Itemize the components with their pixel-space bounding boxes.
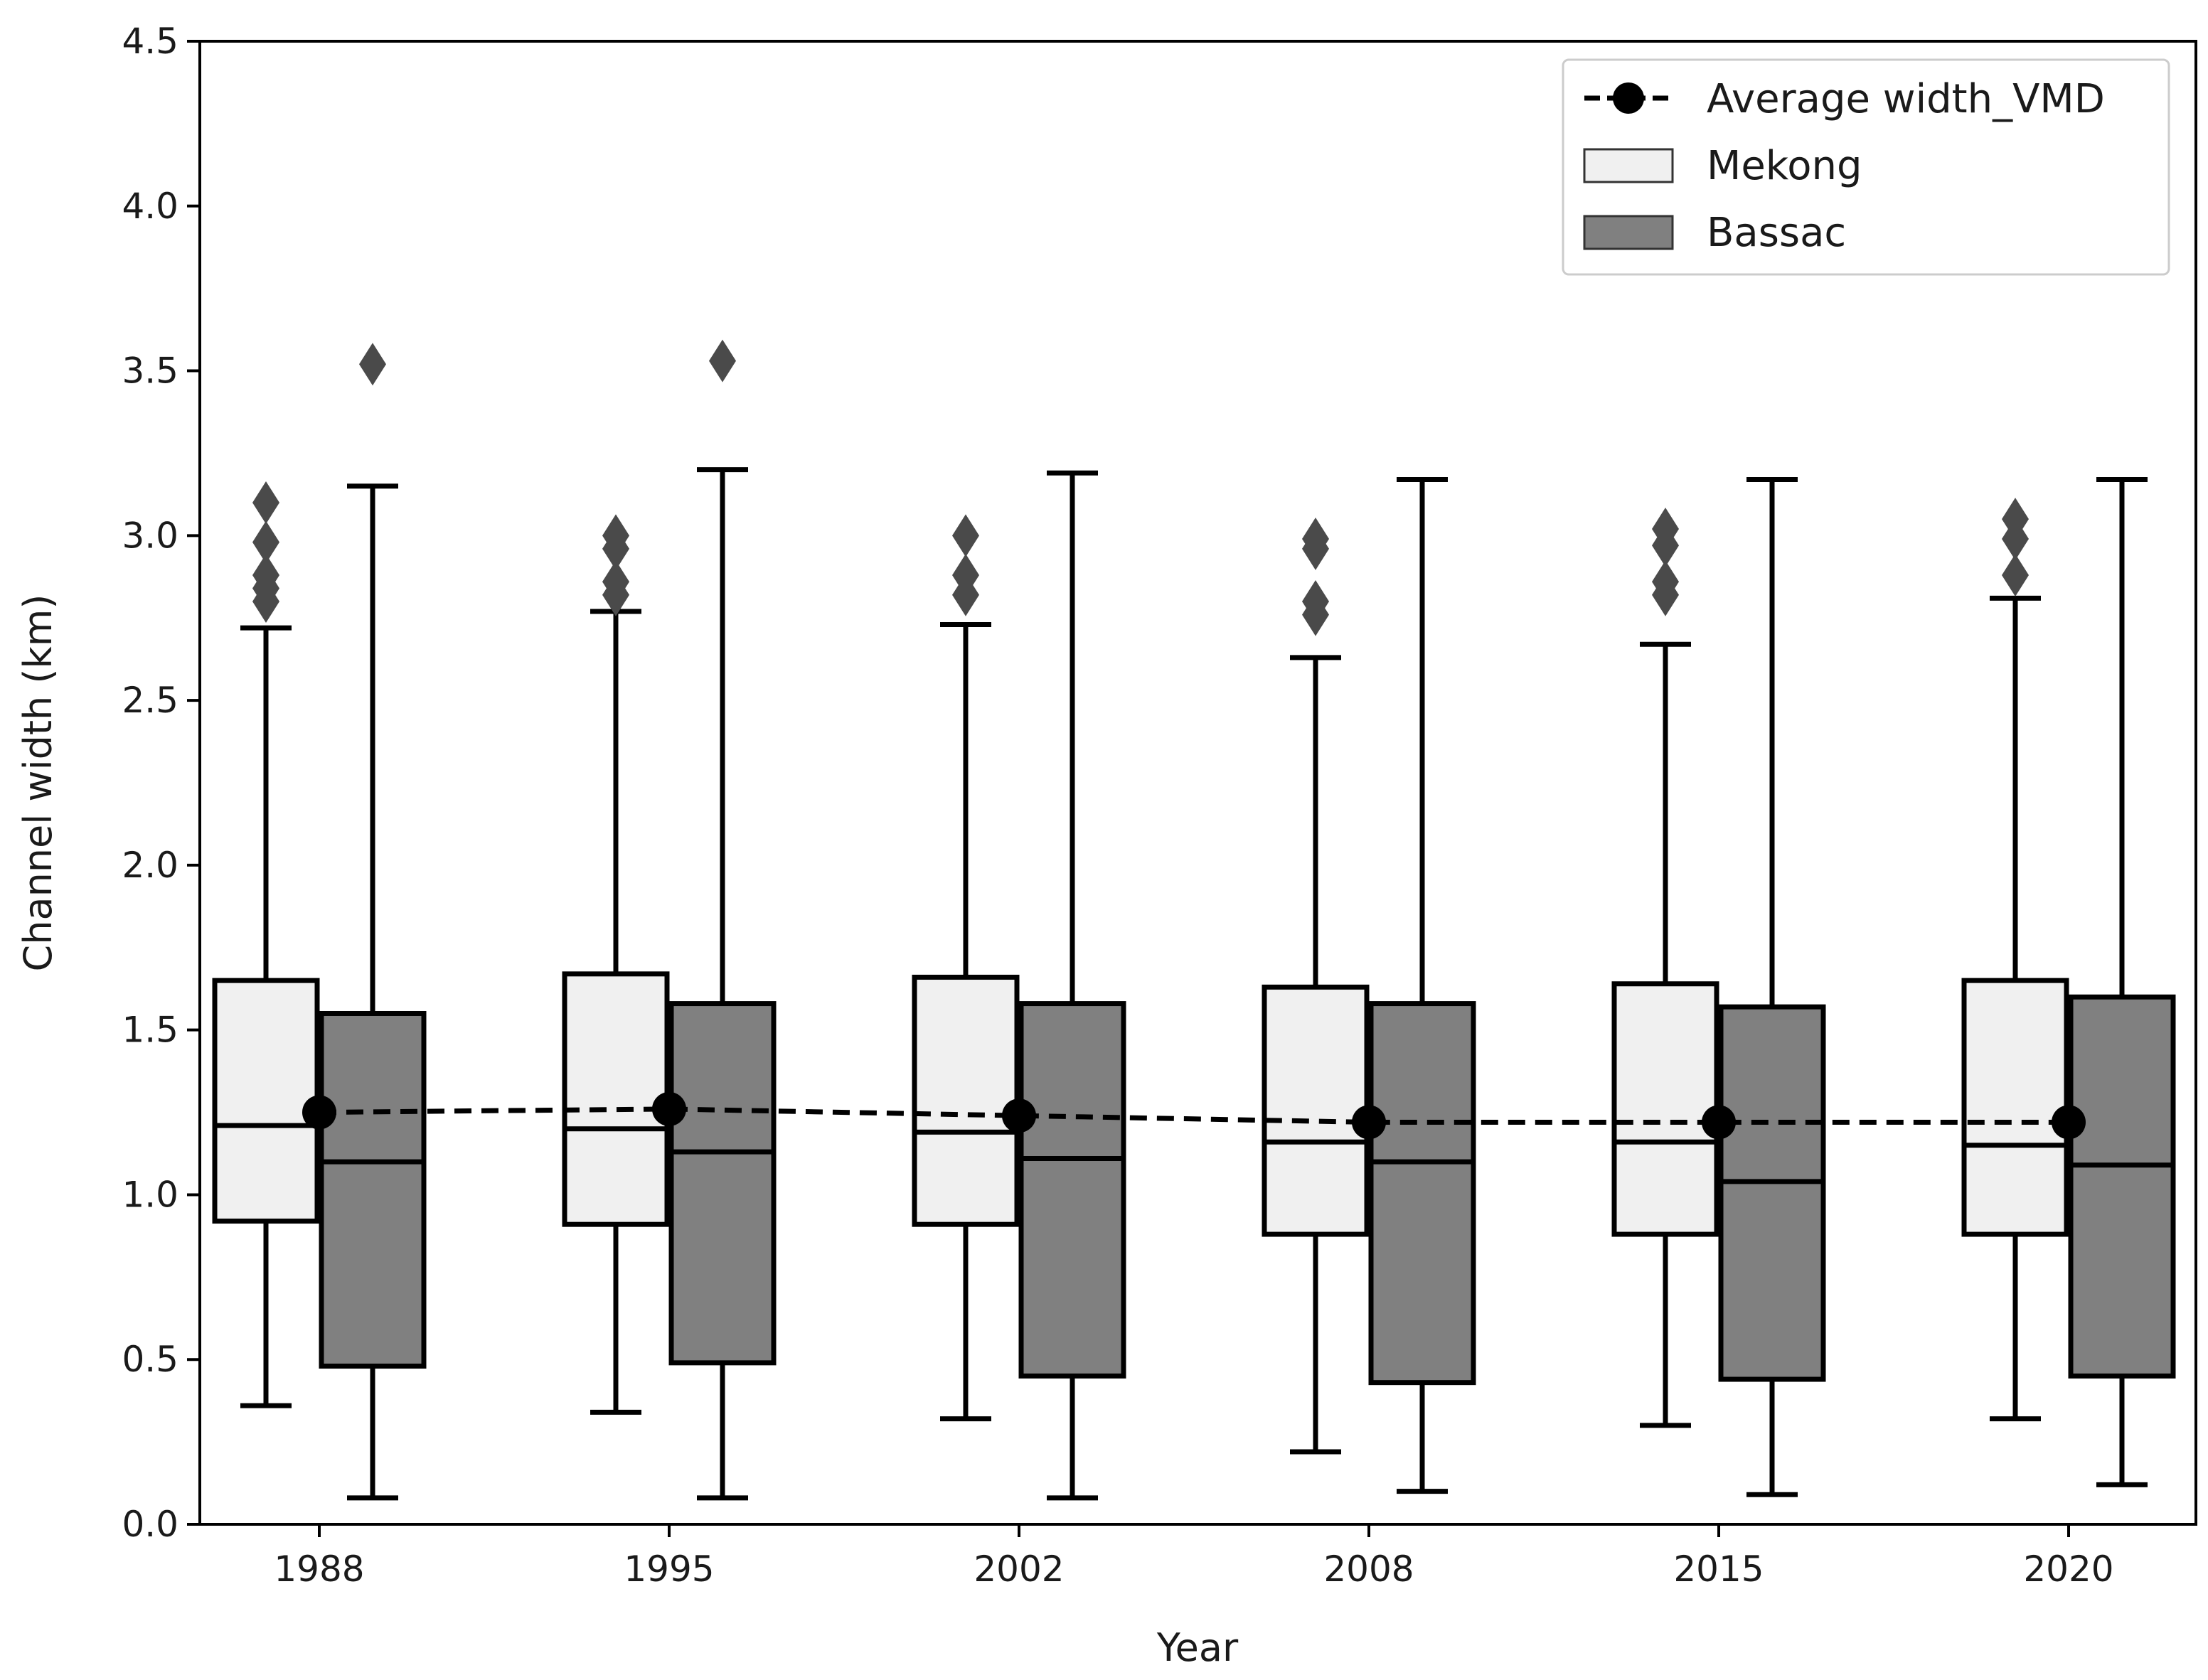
mekong-box-2002 — [912, 514, 1020, 1422]
mekong-box-2020 — [1961, 498, 2069, 1422]
y-tick-label: 1.0 — [122, 1174, 178, 1215]
mekong-box-1988 — [212, 481, 320, 1408]
iqr-box — [1262, 984, 1370, 1237]
average-line-layer — [302, 1091, 2086, 1140]
average-width-point — [1702, 1105, 1736, 1140]
y-tick-label: 0.5 — [122, 1339, 178, 1380]
bassac-box-2015 — [1718, 477, 1826, 1497]
outlier-marker — [952, 514, 979, 557]
outlier-marker — [1652, 508, 1679, 551]
outlier-marker — [252, 481, 279, 524]
x-tick-label: 2015 — [1673, 1548, 1764, 1590]
iqr-box — [212, 978, 320, 1224]
iqr-box — [562, 971, 670, 1227]
y-tick-label: 1.5 — [122, 1010, 178, 1051]
y-tick-label: 0.0 — [122, 1504, 178, 1545]
legend-entry-average: Average width_VMD — [1707, 76, 2105, 122]
y-tick-label: 3.0 — [122, 515, 178, 556]
iqr-box — [1018, 1001, 1126, 1379]
y-tick-label: 2.5 — [122, 680, 178, 721]
x-tick-label: 1988 — [274, 1548, 364, 1590]
bassac-box-1988 — [319, 343, 427, 1501]
outlier-marker — [2002, 553, 2029, 596]
x-tick-label: 2020 — [2023, 1548, 2113, 1590]
iqr-box — [1611, 981, 1719, 1237]
average-width-point — [2052, 1105, 2086, 1140]
average-width-point — [1352, 1105, 1386, 1140]
y-tick-label: 2.0 — [122, 845, 178, 886]
legend-entry-bassac: Bassac — [1707, 210, 1846, 256]
average-width-point — [652, 1091, 686, 1126]
outlier-marker — [602, 560, 629, 604]
average-width-line — [319, 1106, 2069, 1125]
bassac-box-1995 — [668, 339, 777, 1501]
x-axis: 1988 1995 2002 2008 2015 2020 — [274, 1524, 2114, 1590]
outlier-marker — [952, 553, 979, 596]
iqr-box — [1961, 978, 2069, 1237]
legend-entry-mekong: Mekong — [1707, 143, 1862, 189]
average-width-point — [1002, 1098, 1036, 1133]
iqr-box — [1368, 1001, 1476, 1386]
legend-swatch-mekong — [1583, 148, 1674, 183]
mekong-box-1995 — [562, 514, 670, 1415]
legend-marker-swatch — [1613, 82, 1644, 114]
legend-frame — [1562, 58, 2170, 276]
bassac-box-2008 — [1368, 477, 1476, 1494]
y-axis: 0.0 0.5 1.0 1.5 2.0 2.5 3.0 3.5 4.0 4.5 — [122, 21, 200, 1545]
iqr-box — [319, 1010, 427, 1369]
x-tick-label: 2008 — [1323, 1548, 1414, 1590]
y-tick-label: 4.0 — [122, 186, 178, 227]
x-axis-title: Year — [1156, 1625, 1239, 1670]
bassac-box-2002 — [1018, 470, 1126, 1501]
outlier-marker — [2002, 498, 2029, 541]
legend-swatch-bassac — [1583, 215, 1674, 250]
x-tick-label: 2002 — [974, 1548, 1064, 1590]
average-width-point — [302, 1095, 336, 1130]
y-axis-title: Channel width (km) — [16, 594, 60, 972]
legend: Average width_VMD Mekong Bassac — [1562, 58, 2170, 276]
iqr-box — [1718, 1004, 1826, 1382]
outlier-marker — [1302, 517, 1329, 560]
outlier-marker — [252, 520, 279, 564]
outlier-marker — [252, 553, 279, 596]
outlier-marker — [602, 514, 629, 557]
mekong-box-2008 — [1262, 517, 1370, 1455]
outlier-marker — [1652, 560, 1679, 604]
iqr-box — [668, 1001, 777, 1366]
x-tick-label: 1995 — [624, 1548, 714, 1590]
outlier-marker — [1302, 580, 1329, 624]
plot-area-frame — [198, 40, 2197, 1526]
y-tick-label: 3.5 — [122, 351, 178, 392]
iqr-box — [2068, 994, 2176, 1379]
outlier-marker — [359, 343, 386, 386]
y-tick-label: 4.5 — [122, 21, 178, 62]
outlier-marker — [709, 339, 736, 382]
iqr-box — [912, 974, 1020, 1227]
bassac-box-2020 — [2068, 477, 2176, 1487]
